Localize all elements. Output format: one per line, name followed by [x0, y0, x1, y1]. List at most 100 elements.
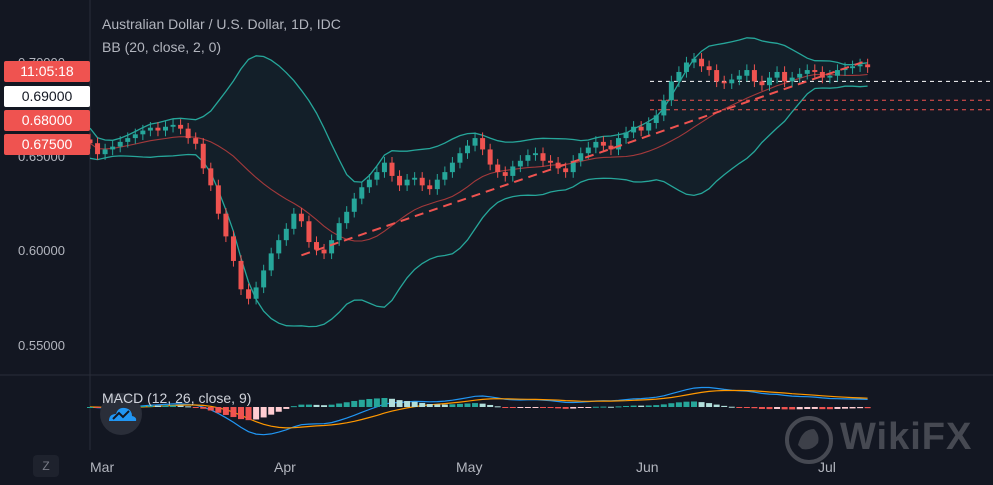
level-price-tag: 0.67500	[4, 134, 90, 155]
candle-body	[223, 213, 229, 237]
macd-histogram-bar	[706, 403, 713, 407]
bollinger-legend[interactable]: BB (20, close, 2, 0)	[102, 39, 222, 55]
candle-body	[585, 147, 591, 154]
macd-histogram-bar	[660, 404, 667, 407]
macd-histogram-bar	[796, 407, 803, 410]
macd-histogram-bar	[328, 404, 335, 407]
macd-histogram-bar	[472, 403, 479, 407]
macd-histogram-bar	[691, 401, 697, 407]
candle-body	[495, 164, 501, 173]
candle-body	[593, 141, 599, 148]
candle-body	[163, 126, 168, 131]
tradingview-logo[interactable]	[100, 393, 142, 435]
macd-histogram-bar	[298, 404, 305, 407]
candle-body	[638, 126, 644, 131]
macd-histogram-bar	[222, 407, 229, 415]
macd-histogram-bar	[607, 406, 614, 408]
countdown-price-tag: 11:05:18	[4, 61, 90, 82]
candle-body	[782, 71, 788, 82]
macd-histogram-bar	[215, 407, 222, 413]
macd-histogram-bar	[434, 404, 441, 407]
candle-body	[532, 153, 538, 156]
candle-body	[465, 145, 470, 154]
candle-body	[298, 213, 304, 222]
candle-body	[812, 70, 818, 72]
macd-histogram-bar	[509, 407, 516, 408]
macd-histogram-bar	[630, 405, 637, 407]
candle-body	[125, 138, 131, 142]
macd-histogram-bar	[698, 402, 705, 407]
macd-histogram-bar	[804, 407, 811, 410]
candle-body	[366, 179, 372, 188]
candle-body	[661, 100, 667, 116]
candle-body	[276, 240, 282, 254]
candle-body	[736, 75, 742, 80]
candle-body	[230, 236, 236, 261]
symbol-title[interactable]: Australian Dollar / U.S. Dollar, 1D, IDC	[102, 16, 341, 32]
macd-histogram-bar	[494, 406, 501, 408]
macd-histogram-bar	[351, 400, 358, 407]
candle-body	[646, 122, 652, 131]
macd-histogram-bar	[449, 404, 456, 407]
macd-histogram-bar	[290, 406, 297, 408]
candle-body	[721, 81, 727, 84]
macd-histogram-bar	[736, 407, 743, 408]
x-tick-label: May	[456, 459, 483, 475]
candle-body	[449, 162, 455, 173]
level-price-tag: 0.68000	[4, 110, 90, 131]
x-tick-label: Apr	[274, 459, 296, 475]
candle-body	[767, 77, 772, 86]
x-tick-label: Jul	[818, 459, 836, 475]
macd-histogram-bar	[283, 407, 290, 409]
macd-histogram-bar	[139, 405, 146, 407]
candle-body	[691, 58, 697, 63]
macd-histogram-bar	[842, 407, 848, 409]
macd-histogram-bar	[441, 404, 448, 407]
candle-body	[827, 75, 833, 78]
macd-histogram-bar	[411, 401, 418, 407]
macd-histogram-bar	[570, 407, 577, 409]
bollinger-upper	[89, 37, 868, 183]
wikifx-logo-icon	[785, 416, 833, 464]
macd-histogram-bar	[826, 407, 833, 410]
y-tick-label: 0.60000	[18, 243, 65, 258]
candle-body	[321, 249, 327, 254]
macd-histogram-bar	[260, 407, 267, 418]
candle-body	[653, 115, 659, 123]
candle-body	[555, 162, 561, 169]
macd-histogram-bar	[230, 407, 237, 418]
candle-body	[87, 139, 93, 144]
macd-histogram-bar	[751, 407, 758, 409]
macd-histogram-bar	[758, 407, 765, 409]
macd-histogram-bar	[336, 403, 343, 407]
macd-histogram-bar	[713, 404, 720, 407]
candle-body	[789, 77, 795, 82]
candle-body	[804, 70, 810, 74]
zoom-reset-button[interactable]: Z	[33, 455, 59, 477]
macd-legend[interactable]: MACD (12, 26, close, 9)	[102, 390, 252, 406]
candle-body	[291, 213, 297, 229]
candle-body	[185, 128, 191, 139]
macd-histogram-bar	[555, 407, 562, 409]
candle-body	[283, 228, 289, 241]
macd-histogram-bar	[592, 406, 599, 408]
macd-histogram-bar	[253, 407, 260, 420]
candle-body	[540, 153, 546, 161]
macd-histogram-bar	[743, 407, 750, 408]
candle-body	[457, 153, 463, 163]
macd-histogram-bar	[305, 404, 312, 407]
macd-histogram-bar	[170, 405, 177, 407]
macd-histogram-bar	[532, 407, 539, 408]
candle-body	[676, 71, 682, 82]
macd-histogram-bar	[94, 407, 101, 408]
macd-histogram-bar	[600, 406, 607, 408]
macd-histogram-bar	[419, 402, 426, 407]
macd-histogram-bar	[562, 407, 569, 409]
candle-body	[344, 211, 350, 224]
candle-body	[268, 253, 274, 271]
candle-body	[751, 70, 757, 82]
candle-body	[442, 172, 448, 180]
candle-body	[95, 143, 101, 155]
candle-body	[110, 146, 116, 150]
